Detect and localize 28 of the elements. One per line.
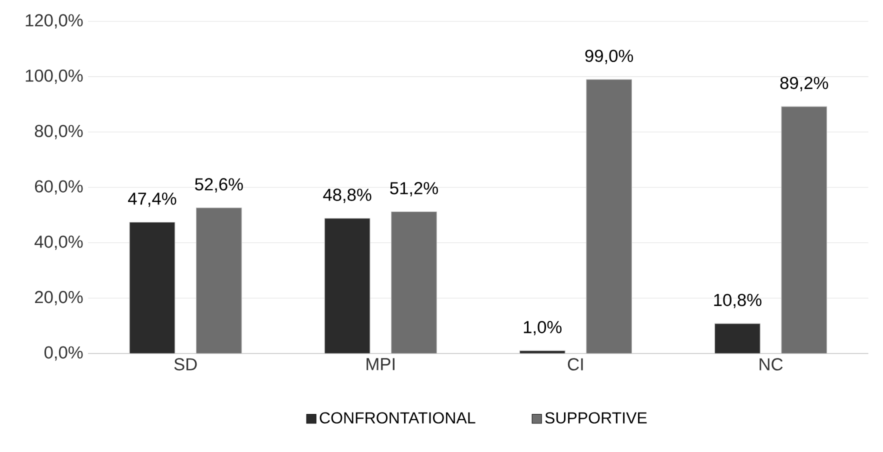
bar bbox=[324, 218, 370, 354]
y-tick-label: 80,0% bbox=[34, 124, 83, 140]
data-label: 1,0% bbox=[524, 320, 562, 336]
data-label: 52,6% bbox=[195, 178, 243, 192]
x-tick-label: SD bbox=[174, 358, 197, 370]
bar bbox=[714, 323, 760, 354]
x-tick-label: NC bbox=[760, 358, 783, 370]
bar bbox=[781, 106, 828, 354]
x-tick-label: MPI bbox=[366, 358, 394, 370]
y-tick-label: 20,0% bbox=[35, 290, 83, 306]
y-tick-label: 120,0% bbox=[26, 14, 83, 28]
data-label: 47,4% bbox=[128, 192, 176, 207]
y-tick-label: 0,0% bbox=[44, 346, 83, 361]
bar bbox=[586, 79, 632, 354]
x-tick-label: CI bbox=[568, 358, 583, 370]
bar bbox=[129, 222, 176, 354]
legend-label: CONFRONTATIONAL bbox=[320, 412, 476, 424]
y-tick-label: 100,0% bbox=[26, 69, 83, 84]
y-tick-label: 40,0% bbox=[34, 236, 83, 250]
bar bbox=[391, 211, 437, 354]
data-label: 10,8% bbox=[714, 294, 762, 308]
bar bbox=[196, 208, 242, 354]
data-label: 89,2% bbox=[780, 76, 828, 92]
data-label: 48,8% bbox=[323, 188, 372, 203]
legend-label: SUPPORTIVE bbox=[545, 412, 647, 424]
data-label: 99,0% bbox=[585, 50, 634, 64]
data-label: 51,2% bbox=[390, 182, 438, 196]
y-tick-label: 60,0% bbox=[35, 180, 83, 194]
